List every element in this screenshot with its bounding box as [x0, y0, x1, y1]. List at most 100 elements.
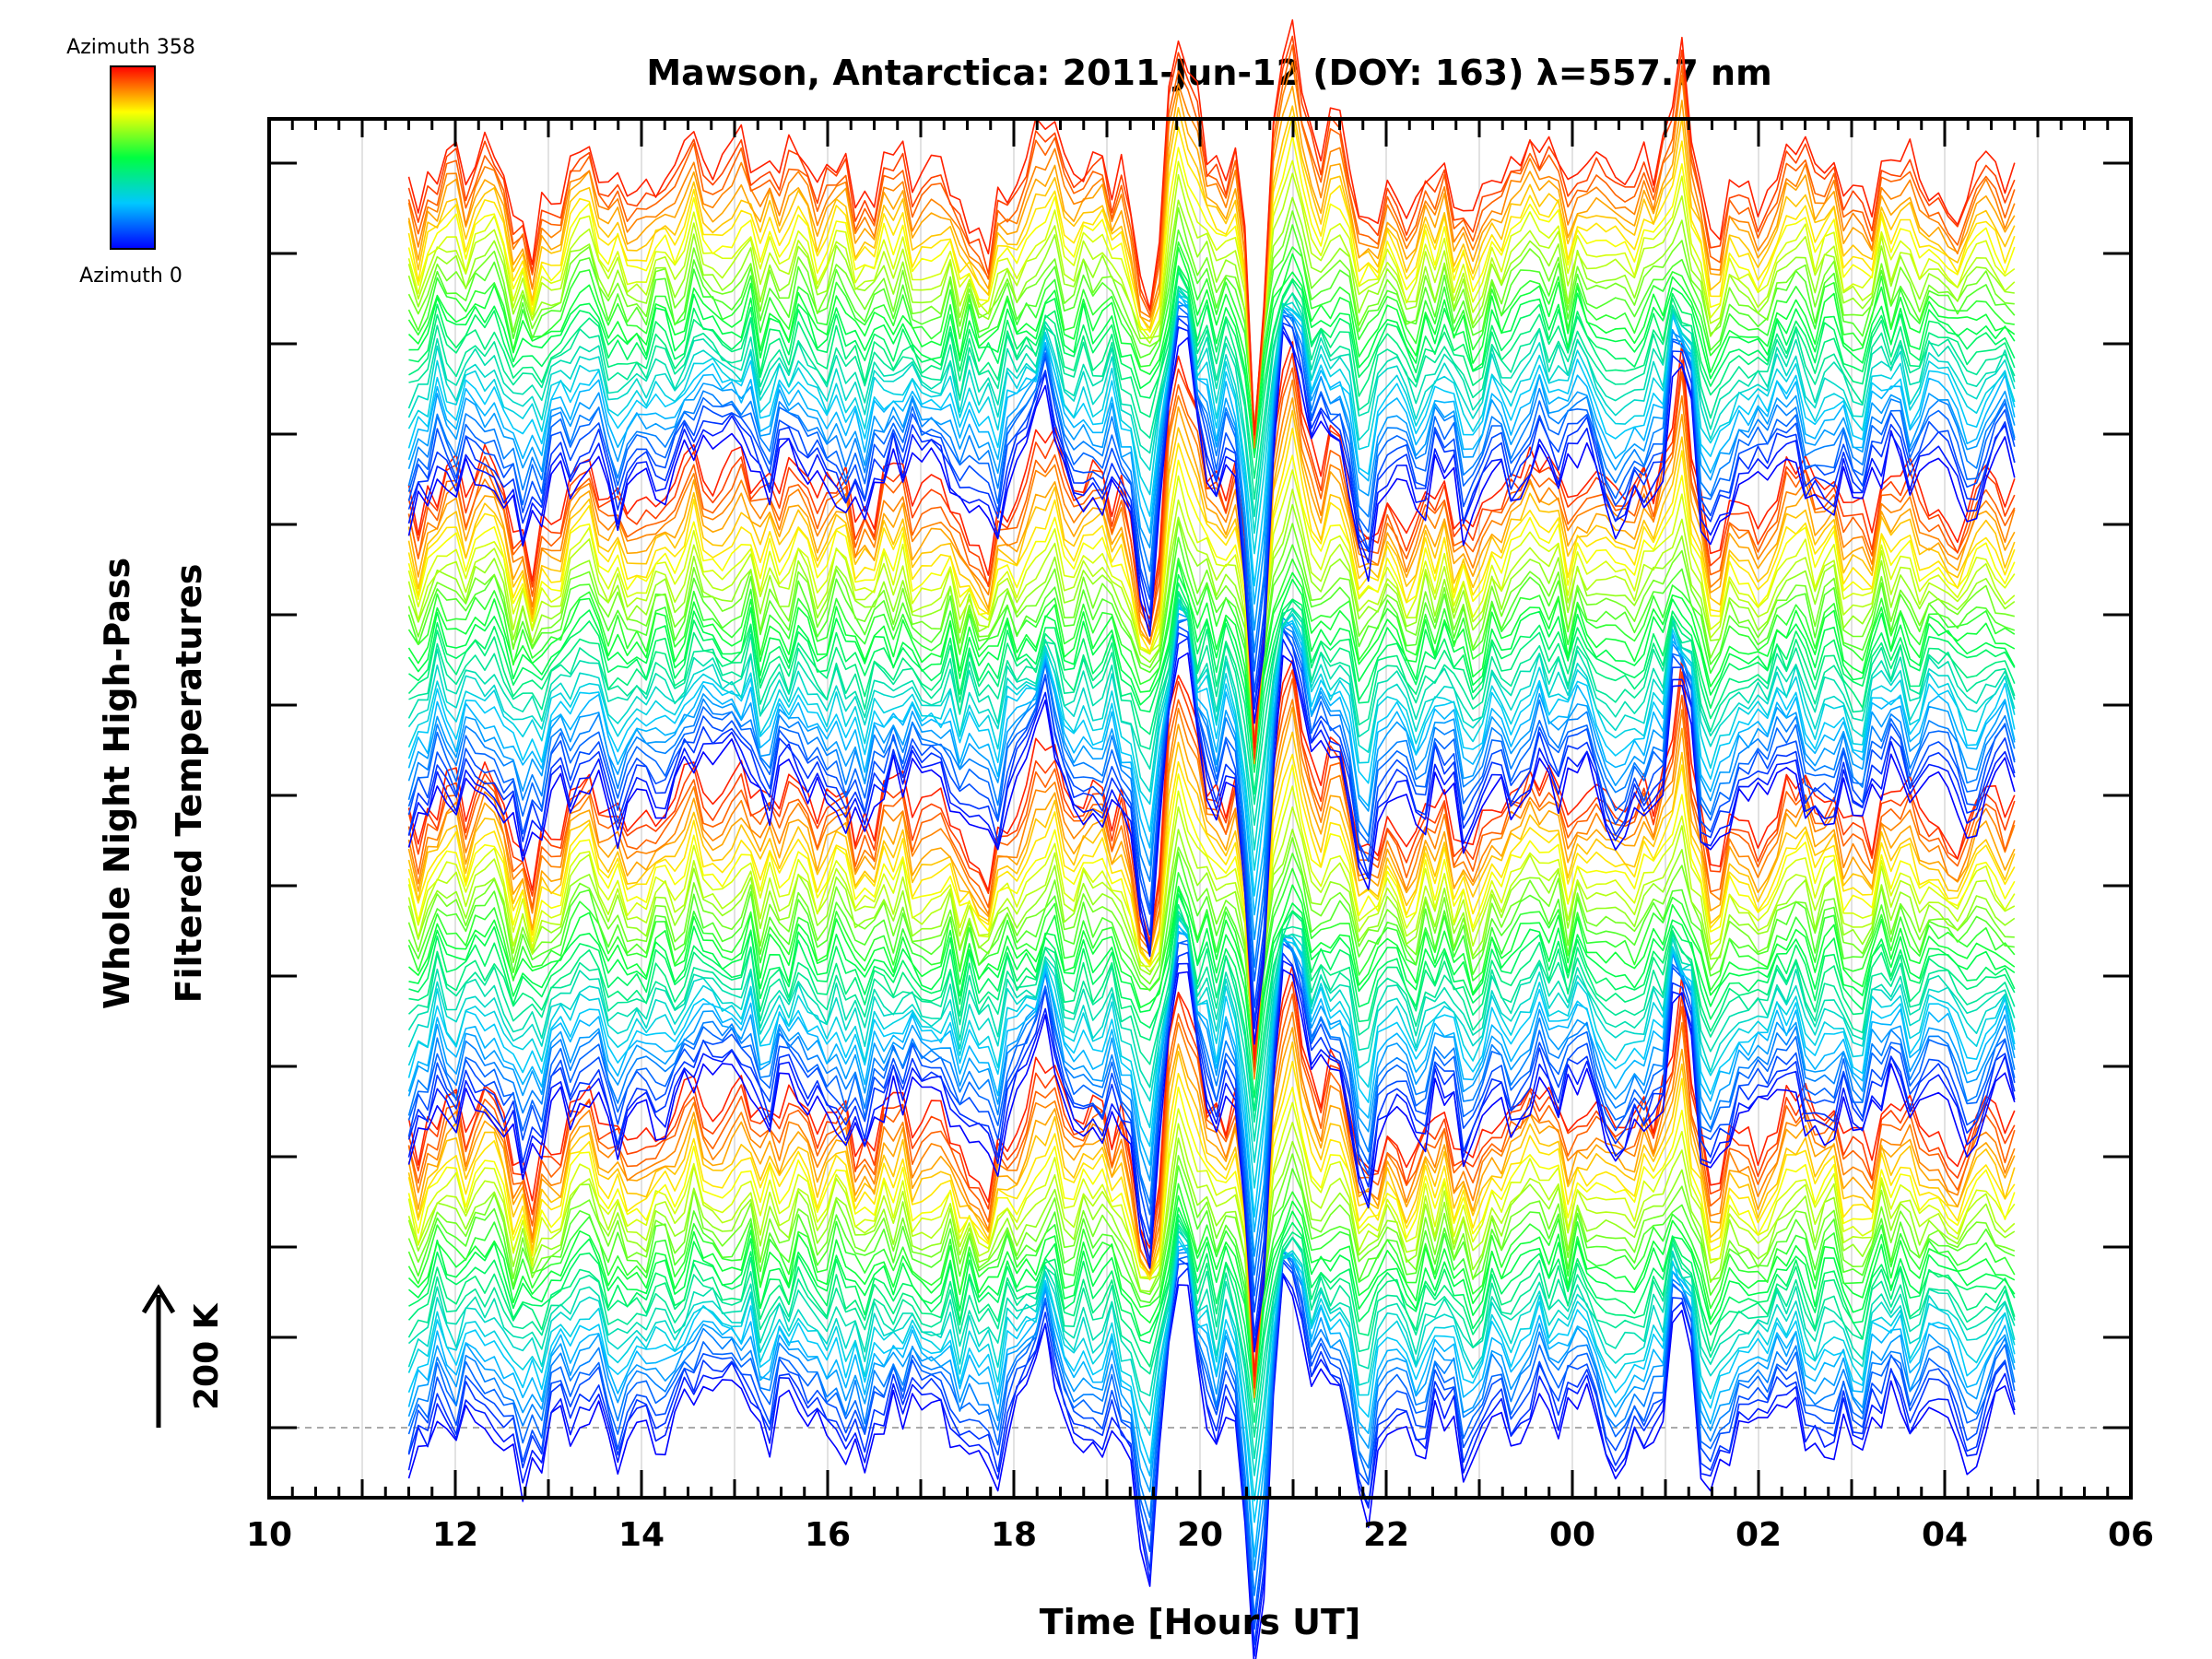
series-line — [407, 454, 2016, 759]
x-tick-label: 18 — [991, 1516, 1037, 1554]
series-line — [407, 837, 2015, 1059]
series-line — [407, 1061, 2016, 1388]
series-line — [407, 1274, 2016, 1659]
series-line — [407, 1165, 2016, 1375]
series-line — [407, 932, 2016, 1276]
series-line — [407, 1011, 2016, 1390]
series-line — [407, 965, 2016, 1377]
series-line — [407, 469, 2016, 746]
series-line — [407, 669, 2016, 1067]
x-tick-label: 04 — [1922, 1516, 1968, 1554]
series-line — [407, 993, 2016, 1389]
series-line — [408, 888, 2016, 1078]
legend: Azimuth 358 Azimuth 0 — [66, 36, 195, 288]
series-line — [407, 629, 2016, 1023]
series-line — [407, 561, 2016, 754]
series-line — [407, 488, 2016, 751]
series-line — [407, 607, 2016, 871]
x-tick-labels: 10 12 14 16 18 20 22 00 02 04 06 — [246, 1516, 2154, 1554]
series-line — [407, 330, 2016, 724]
series-line — [407, 618, 2016, 969]
series-line — [407, 341, 2016, 749]
series-line — [407, 951, 2016, 1336]
series-line — [407, 159, 2016, 430]
series-line — [407, 536, 2016, 741]
series-line — [407, 35, 2016, 436]
series-line — [407, 1250, 2016, 1618]
series-line — [407, 1101, 2016, 1382]
series-line — [407, 317, 2016, 708]
x-tick-label: 10 — [246, 1516, 292, 1554]
series-line — [407, 1223, 2016, 1438]
series-line — [407, 300, 2016, 631]
x-tick-label: 20 — [1177, 1516, 1223, 1554]
series-line — [407, 314, 2016, 693]
series-line — [407, 520, 2015, 739]
scale-bar-label: 200 K — [188, 1302, 226, 1410]
y-axis-label: Whole Night High-Pass Filtered Temperatu… — [97, 558, 209, 1009]
x-tick-label: 16 — [805, 1516, 851, 1554]
series-line — [407, 295, 2016, 587]
series-line — [407, 652, 2016, 1045]
scale-arrow-head — [141, 1284, 176, 1314]
series-line — [407, 656, 2016, 1061]
series-line — [407, 918, 2016, 1163]
series-line — [408, 903, 2016, 1112]
series-line — [408, 582, 2016, 773]
series-line — [407, 1218, 2016, 1423]
series-line — [407, 135, 2016, 438]
series-line — [407, 625, 2016, 1008]
x-tick-label: 02 — [1735, 1516, 1782, 1554]
series-line — [407, 409, 2016, 759]
series-line — [407, 959, 2016, 1347]
legend-bottom-label: Azimuth 0 — [79, 265, 182, 288]
series-line — [407, 1240, 2016, 1524]
series-line — [407, 910, 2016, 1142]
series-line — [407, 224, 2016, 433]
series-line — [407, 913, 2016, 1124]
series-line — [407, 294, 2016, 555]
series-line — [407, 196, 2015, 434]
series-line — [407, 924, 2016, 1257]
series-line — [407, 85, 2016, 442]
series-line — [407, 379, 2016, 758]
series-line — [408, 286, 2016, 500]
series-line — [407, 731, 2016, 1073]
series-line — [407, 867, 2016, 1069]
series-line — [407, 105, 2016, 443]
x-tick-label: 14 — [618, 1516, 665, 1554]
series-line — [407, 969, 2016, 1353]
series-line — [408, 271, 2016, 479]
axis-ticks — [267, 119, 2133, 1498]
series-line — [407, 1235, 2016, 1501]
x-axis-label: Time [Hours UT] — [1040, 1602, 1361, 1642]
series-line — [408, 267, 2016, 459]
series-line — [407, 18, 2016, 436]
series-line — [407, 573, 2016, 761]
series-line — [407, 305, 2016, 672]
scale-bar: 200 K — [141, 1284, 226, 1428]
legend-colorbar — [110, 65, 156, 250]
series-line — [407, 1027, 2016, 1399]
series-line — [407, 1247, 2016, 1571]
series-line — [407, 753, 2016, 1073]
series-line — [407, 706, 2016, 1080]
series-line — [407, 699, 2016, 1077]
series-line — [407, 397, 2016, 765]
x-tick-label: 12 — [432, 1516, 478, 1554]
series-line — [407, 884, 2016, 1071]
chart-title: Mawson, Antarctica: 2011-Jun-12 (DOY: 16… — [646, 53, 1771, 93]
series-line — [407, 785, 2016, 1065]
series-line — [407, 1122, 2016, 1372]
series-line — [407, 603, 2016, 897]
series-line — [407, 590, 2016, 795]
series-line — [407, 558, 2016, 754]
series-line — [407, 44, 2016, 440]
series-line — [407, 1182, 2016, 1380]
series-line — [408, 1214, 2016, 1404]
series-line — [407, 1244, 2016, 1558]
series-line — [407, 206, 2015, 427]
series-line — [407, 851, 2015, 1055]
series-line — [407, 115, 2016, 441]
